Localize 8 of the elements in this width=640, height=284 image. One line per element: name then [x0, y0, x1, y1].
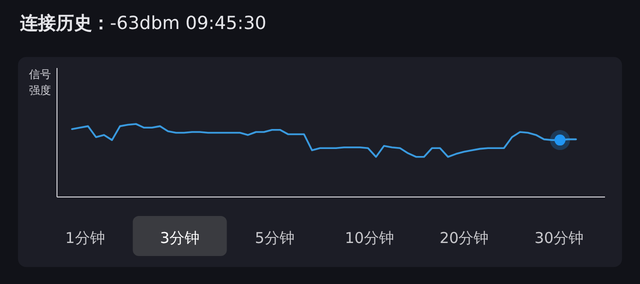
chart-title: 连接历史：-63dbm 09:45:30: [19, 13, 266, 34]
text: 3分钟: [160, 229, 200, 247]
text: 10分钟: [344, 229, 394, 247]
text: 1分钟: [65, 229, 105, 247]
text: 20分钟: [440, 229, 489, 247]
y-axis-title: 信号强度: [29, 68, 51, 97]
text: 30分钟: [534, 229, 584, 247]
text: 5分钟: [254, 229, 294, 247]
